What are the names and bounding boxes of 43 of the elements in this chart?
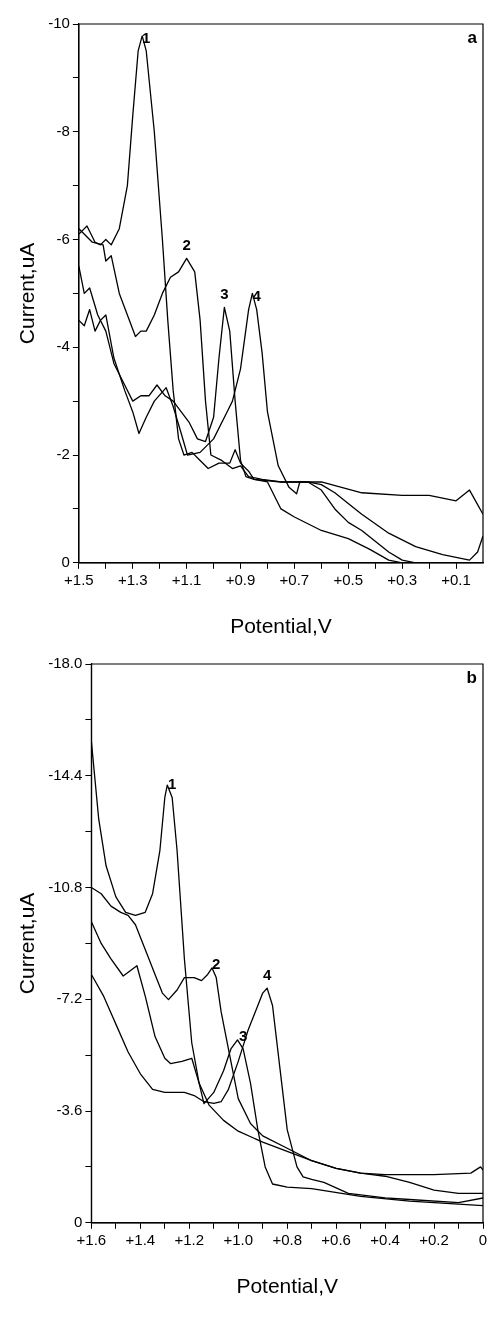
x-tick-label: +0.9 xyxy=(225,570,256,588)
series-label: 4 xyxy=(262,965,272,983)
x-axis-title: Potential,V xyxy=(230,614,332,638)
series-label: 4 xyxy=(252,287,262,305)
y-tick-label: -7.2 xyxy=(56,989,83,1007)
series-label: 3 xyxy=(238,1026,248,1044)
x-tick-label: +1.5 xyxy=(64,570,94,588)
x-tick-label: +0.4 xyxy=(370,1230,400,1248)
x-tick-label: +0.7 xyxy=(279,570,310,588)
x-tick-label: +1.2 xyxy=(174,1230,205,1248)
annotation: b xyxy=(466,668,477,688)
y-tick-label: 0 xyxy=(61,552,70,570)
y-tick-label: -8 xyxy=(56,121,70,139)
y-tick-label: 0 xyxy=(74,1212,83,1230)
x-tick-label: +1.3 xyxy=(117,570,148,588)
y-tick-label: -10 xyxy=(48,14,70,32)
x-tick-label: 0 xyxy=(478,1230,488,1248)
annotation: a xyxy=(467,28,478,48)
y-axis-title: Current,uA xyxy=(15,242,39,345)
series-label: 1 xyxy=(167,775,177,793)
y-tick-label: -2 xyxy=(56,445,70,463)
y-tick-label: -6 xyxy=(56,229,70,247)
x-tick-label: +0.1 xyxy=(441,570,471,588)
series-label: 2 xyxy=(212,955,221,973)
x-tick-label: +1.6 xyxy=(76,1230,107,1248)
y-tick-label: -18.0 xyxy=(48,654,83,672)
series-label: 2 xyxy=(182,236,191,254)
x-tick-label: +0.2 xyxy=(419,1230,449,1248)
series-label: 1 xyxy=(142,28,151,46)
x-tick-label: +1.0 xyxy=(223,1230,254,1248)
x-tick-label: +1.4 xyxy=(125,1230,156,1248)
y-tick-label: -14.4 xyxy=(48,765,83,783)
y-tick-label: -10.8 xyxy=(48,877,83,895)
y-tick-label: -3.6 xyxy=(56,1101,83,1119)
x-tick-label: +0.3 xyxy=(387,570,417,588)
x-tick-label: +1.1 xyxy=(171,570,202,588)
x-tick-label: +0.8 xyxy=(272,1230,303,1248)
y-axis-title: Current,uA xyxy=(15,892,39,995)
x-tick-label: +0.5 xyxy=(333,570,364,588)
x-tick-label: +0.6 xyxy=(321,1230,351,1248)
series-label: 3 xyxy=(220,285,229,303)
y-tick-label: -4 xyxy=(56,337,70,355)
x-axis-title: Potential,V xyxy=(236,1274,338,1298)
